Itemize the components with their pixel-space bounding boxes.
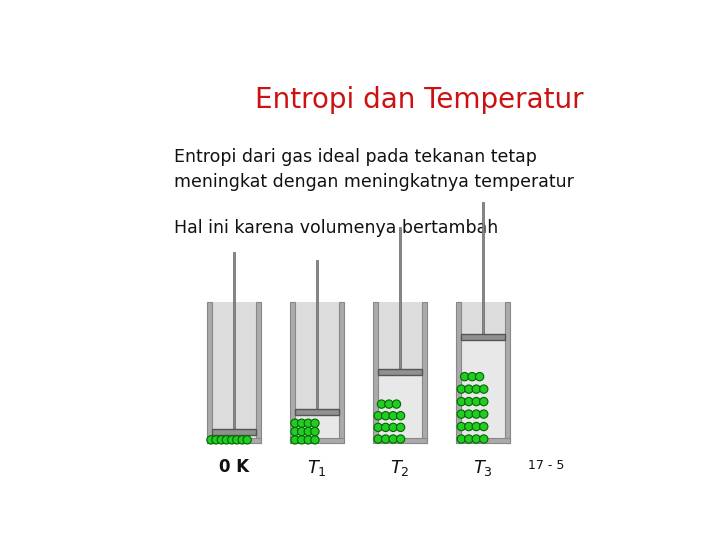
Circle shape [382,435,390,443]
Text: Hal ini karena volumenya bertambah: Hal ini karena volumenya bertambah [174,219,498,237]
Circle shape [304,427,312,436]
Circle shape [238,436,246,444]
Circle shape [461,373,469,381]
Circle shape [297,427,306,436]
Bar [290,438,344,443]
Bar [462,302,505,438]
Circle shape [374,423,382,431]
Circle shape [222,436,230,444]
Circle shape [228,436,236,444]
Circle shape [291,427,299,436]
Circle shape [212,436,220,444]
Circle shape [457,422,465,431]
Text: Entropi dan Temperatur: Entropi dan Temperatur [255,85,583,113]
Circle shape [382,411,390,420]
Bar [456,302,462,443]
Bar [233,252,235,429]
Text: 0 K: 0 K [219,458,249,476]
Circle shape [374,411,382,420]
Bar [212,429,256,435]
Circle shape [384,400,393,408]
Circle shape [480,435,488,443]
Circle shape [207,436,215,444]
Circle shape [472,435,480,443]
Circle shape [297,419,306,427]
Circle shape [397,435,405,443]
Bar [462,334,505,340]
Bar [373,438,427,443]
Circle shape [397,423,405,431]
Bar [212,302,256,438]
Circle shape [243,436,251,444]
Circle shape [464,435,473,443]
Bar [207,302,212,443]
Circle shape [382,423,390,431]
Circle shape [468,373,476,381]
Bar [339,302,344,443]
Circle shape [304,436,312,444]
Circle shape [464,397,473,406]
Circle shape [233,436,241,444]
Circle shape [457,385,465,393]
Text: $T_{3}$: $T_{3}$ [473,458,493,478]
Circle shape [297,436,306,444]
Bar [295,412,339,438]
Circle shape [475,373,484,381]
Circle shape [311,419,319,427]
Bar [456,438,510,443]
Circle shape [472,410,480,418]
Bar [378,302,422,438]
Circle shape [389,411,397,420]
Circle shape [291,436,299,444]
Circle shape [464,385,473,393]
Text: $T_{1}$: $T_{1}$ [307,458,327,478]
Circle shape [480,422,488,431]
Circle shape [304,419,312,427]
Bar [256,302,261,443]
Bar [295,302,339,438]
Text: Entropi dari gas ideal pada tekanan tetap
meningkat dengan meningkatnya temperat: Entropi dari gas ideal pada tekanan teta… [174,148,573,191]
Bar [212,432,256,438]
Bar [207,438,261,443]
Circle shape [472,397,480,406]
Bar [378,369,422,375]
Bar [373,302,378,443]
Circle shape [480,410,488,418]
Circle shape [457,397,465,406]
Bar [422,302,427,443]
Circle shape [472,422,480,431]
Bar [316,260,318,409]
Circle shape [392,400,400,408]
Bar [290,302,295,443]
Bar [400,227,401,369]
Circle shape [480,385,488,393]
Text: $T_{2}$: $T_{2}$ [390,458,410,478]
Bar [295,409,339,415]
Circle shape [397,411,405,420]
Text: 17 - 5: 17 - 5 [528,460,564,472]
Circle shape [311,436,319,444]
Circle shape [377,400,386,408]
Bar [505,302,510,443]
Circle shape [374,435,382,443]
Circle shape [480,397,488,406]
Circle shape [389,423,397,431]
Circle shape [217,436,225,444]
Bar [482,202,485,334]
Circle shape [457,410,465,418]
Circle shape [291,419,299,427]
Circle shape [311,427,319,436]
Circle shape [472,385,480,393]
Circle shape [464,410,473,418]
Circle shape [389,435,397,443]
Circle shape [457,435,465,443]
Circle shape [464,422,473,431]
Bar [378,373,422,438]
Bar [462,337,505,438]
